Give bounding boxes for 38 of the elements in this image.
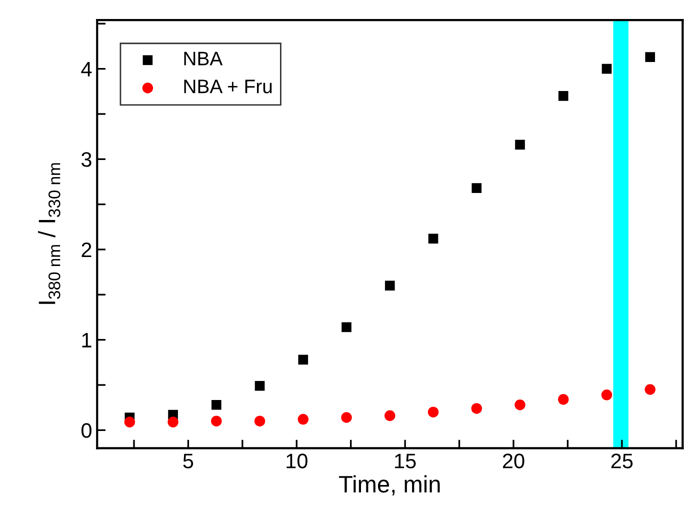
x-axis-title: Time, min — [339, 475, 440, 496]
point — [384, 410, 396, 422]
point — [558, 91, 568, 101]
point — [254, 380, 265, 391]
point — [384, 280, 395, 291]
y-tick-label: 2 — [82, 242, 92, 258]
legend-label: NBA + Fru — [184, 80, 272, 94]
point — [471, 403, 482, 414]
point — [298, 414, 309, 425]
point — [515, 140, 525, 150]
point — [428, 234, 438, 244]
point — [472, 183, 482, 193]
point — [254, 416, 266, 426]
y-axis-title: I380 nm / I330 nm — [38, 163, 60, 304]
point — [558, 394, 569, 405]
y-tick-label: 4 — [81, 62, 92, 76]
point — [298, 354, 308, 365]
point — [168, 416, 178, 428]
point — [514, 399, 526, 410]
point — [211, 416, 222, 426]
legend-label: NBA — [184, 52, 223, 66]
x-tick-label: 20 — [502, 454, 524, 468]
y-tick-label: 0 — [81, 423, 92, 438]
point — [341, 412, 352, 423]
point — [428, 406, 439, 418]
y-tick-label: 3 — [81, 152, 92, 167]
x-tick-label: 25 — [611, 454, 633, 468]
point — [124, 416, 136, 428]
point — [601, 390, 612, 400]
y-tick-label: 1 — [82, 333, 92, 348]
point — [602, 64, 612, 74]
point — [342, 322, 352, 332]
point — [645, 52, 656, 62]
x-tick-label: 10 — [286, 454, 308, 468]
x-tick-label: 5 — [183, 454, 194, 468]
x-tick-label: 15 — [395, 454, 416, 468]
point — [211, 400, 222, 410]
point — [644, 384, 656, 395]
